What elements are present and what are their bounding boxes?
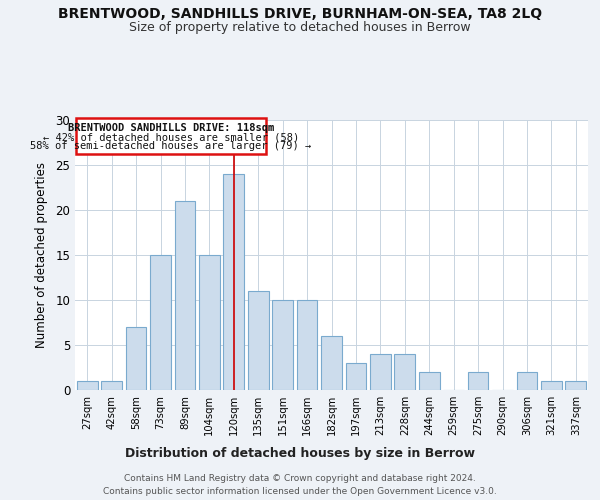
Text: Distribution of detached houses by size in Berrow: Distribution of detached houses by size …: [125, 448, 475, 460]
Bar: [125, 327, 146, 390]
Bar: [77, 381, 98, 390]
Bar: [394, 354, 415, 390]
Text: Contains public sector information licensed under the Open Government Licence v3: Contains public sector information licen…: [103, 488, 497, 496]
Bar: [565, 381, 586, 390]
Bar: [223, 174, 244, 390]
Bar: [175, 201, 196, 390]
Bar: [419, 372, 440, 390]
Bar: [370, 354, 391, 390]
Bar: [272, 300, 293, 390]
Bar: [467, 372, 488, 390]
Bar: [199, 255, 220, 390]
Bar: [517, 372, 538, 390]
Bar: [248, 291, 269, 390]
Bar: [150, 255, 171, 390]
Text: Size of property relative to detached houses in Berrow: Size of property relative to detached ho…: [129, 21, 471, 34]
Text: 58% of semi-detached houses are larger (79) →: 58% of semi-detached houses are larger (…: [30, 141, 311, 151]
Bar: [101, 381, 122, 390]
Bar: [321, 336, 342, 390]
Bar: [76, 118, 266, 154]
Bar: [541, 381, 562, 390]
Bar: [296, 300, 317, 390]
Text: BRENTWOOD SANDHILLS DRIVE: 118sqm: BRENTWOOD SANDHILLS DRIVE: 118sqm: [68, 123, 274, 133]
Y-axis label: Number of detached properties: Number of detached properties: [35, 162, 49, 348]
Text: BRENTWOOD, SANDHILLS DRIVE, BURNHAM-ON-SEA, TA8 2LQ: BRENTWOOD, SANDHILLS DRIVE, BURNHAM-ON-S…: [58, 8, 542, 22]
Text: Contains HM Land Registry data © Crown copyright and database right 2024.: Contains HM Land Registry data © Crown c…: [124, 474, 476, 483]
Bar: [346, 363, 367, 390]
Text: ← 42% of detached houses are smaller (58): ← 42% of detached houses are smaller (58…: [43, 132, 299, 142]
